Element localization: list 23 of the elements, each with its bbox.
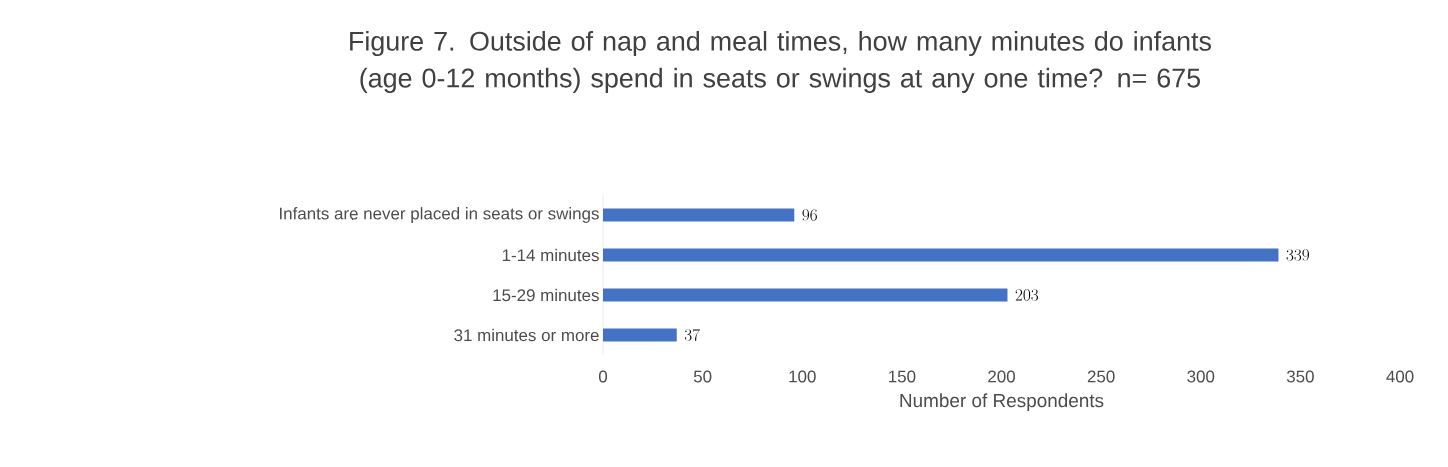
- y-tick-label: 1-14 minutes: [502, 248, 599, 262]
- x-tick-label: 250: [1087, 370, 1115, 383]
- x-tick-label: 50: [693, 370, 712, 383]
- x-tick-label: 150: [889, 370, 916, 383]
- bar: [603, 208, 795, 222]
- data-label: 339: [1286, 249, 1309, 261]
- x-tick-label: 100: [789, 370, 816, 383]
- x-tick-label: 300: [1187, 370, 1215, 383]
- y-tick-label: 31 minutes or more: [454, 328, 599, 342]
- bar: [603, 248, 1279, 262]
- bar: [603, 328, 677, 342]
- y-tick-label: Infants are never placed in seats or swings: [280, 207, 599, 223]
- chart-title: Figure 7. Outside of nap and meal times, how many minutes do infants (age 0-12 months) spend in seats or swings at any one time? n= 675: [350, 31, 1211, 93]
- x-tick-label: 400: [1386, 370, 1414, 383]
- x-tick-label: 350: [1286, 370, 1314, 383]
- data-label: 37: [684, 328, 700, 341]
- data-label: 203: [1015, 289, 1039, 301]
- bar: [603, 288, 1008, 302]
- data-label: 96: [802, 209, 817, 221]
- x-tick-label: 0: [598, 370, 608, 383]
- x-axis-title: Number of Respondents: [900, 393, 1104, 411]
- x-tick-label: 200: [988, 370, 1015, 383]
- y-tick-label: 15-29 minutes: [493, 288, 599, 302]
